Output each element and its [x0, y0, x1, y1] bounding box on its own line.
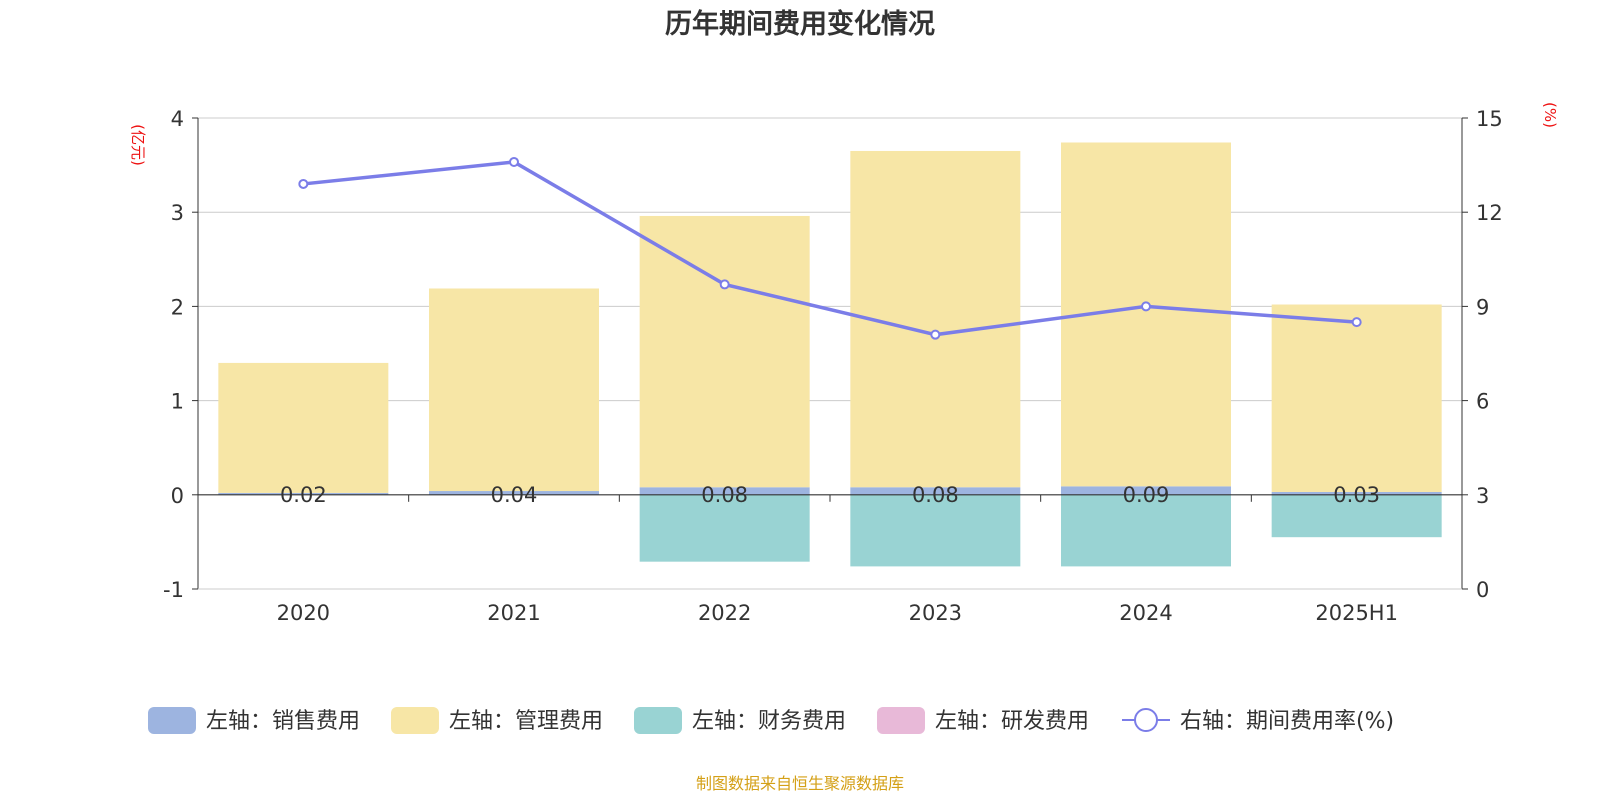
legend-swatch — [391, 707, 439, 734]
bar-左轴：销售费用 — [639, 487, 810, 495]
bar-左轴：管理费用 — [218, 362, 389, 493]
right-axis-unit-label: (%) — [1541, 102, 1559, 128]
line-point — [1141, 301, 1151, 312]
legend-swatch — [634, 707, 682, 734]
bar-左轴：销售费用 — [850, 487, 1021, 495]
left-tick-label: 2 — [171, 295, 184, 319]
legend-swatch — [148, 707, 196, 734]
x-tick-label: 2020 — [277, 601, 330, 625]
bar-左轴：销售费用 — [1271, 491, 1442, 495]
legend-marker — [1134, 708, 1158, 732]
right-tick-label: 0 — [1476, 578, 1489, 602]
legend-label: 左轴：管理费用 — [449, 709, 603, 734]
x-tick-label: 2023 — [909, 601, 962, 625]
bar-左轴：财务费用 — [850, 494, 1021, 567]
bar-左轴：销售费用 — [218, 492, 389, 495]
bar-左轴：销售费用 — [1061, 486, 1231, 495]
right-tick-label: 6 — [1476, 390, 1489, 414]
bar-左轴：财务费用 — [639, 494, 810, 562]
bar-左轴：财务费用 — [1061, 494, 1231, 567]
right-tick-label: 15 — [1476, 107, 1503, 131]
left-tick-label: 3 — [171, 201, 184, 225]
x-tick-label: 2024 — [1119, 601, 1172, 625]
legend-label: 右轴：期间费用率(%) — [1180, 709, 1394, 734]
bar-layer — [218, 142, 1442, 567]
legend-label: 左轴：研发费用 — [935, 709, 1089, 734]
x-tick-label: 2021 — [487, 601, 540, 625]
legend-label: 左轴：财务费用 — [692, 709, 846, 734]
left-tick-label: 0 — [171, 484, 184, 508]
chart-title: 历年期间费用变化情况 — [665, 8, 935, 40]
right-tick-label: 3 — [1476, 484, 1489, 508]
right-tick-label: 12 — [1476, 201, 1503, 225]
left-tick-label: -1 — [163, 578, 184, 602]
axis-layer: 4 3 2 1 0 -1 15 12 9 6 3 0 2020 2021 2022 2023 2024 2025H… — [163, 107, 1503, 625]
left-tick-label: 4 — [171, 107, 184, 131]
left-axis-unit-label: (亿元) — [129, 124, 147, 166]
right-tick-label: 9 — [1476, 295, 1489, 319]
x-tick-label: 2022 — [698, 601, 751, 625]
bar-左轴：管理费用 — [850, 150, 1021, 488]
line-layer — [298, 156, 1362, 340]
line-point — [930, 329, 941, 340]
bar-左轴：管理费用 — [1271, 304, 1442, 492]
x-tick-label: 2025H1 — [1315, 601, 1398, 625]
line-point — [1351, 317, 1362, 328]
line-point — [719, 279, 730, 290]
bar-左轴：管理费用 — [639, 215, 810, 488]
bar-左轴：财务费用 — [1271, 494, 1442, 538]
bar-左轴：管理费用 — [429, 288, 599, 492]
line-point — [298, 178, 309, 189]
legend: 左轴：销售费用 左轴：管理费用 左轴：财务费用 左轴：研发费用 右轴：期间费用率(%) — [148, 707, 1394, 734]
left-tick-label: 1 — [171, 390, 184, 414]
bar-左轴：销售费用 — [429, 491, 599, 495]
legend-label: 左轴：销售费用 — [206, 709, 360, 734]
source-note: 制图数据来自恒生聚源数据库 — [696, 774, 904, 793]
legend-swatch — [877, 707, 925, 734]
line-series-expense-rate — [303, 160, 1357, 337]
line-point — [509, 156, 519, 167]
